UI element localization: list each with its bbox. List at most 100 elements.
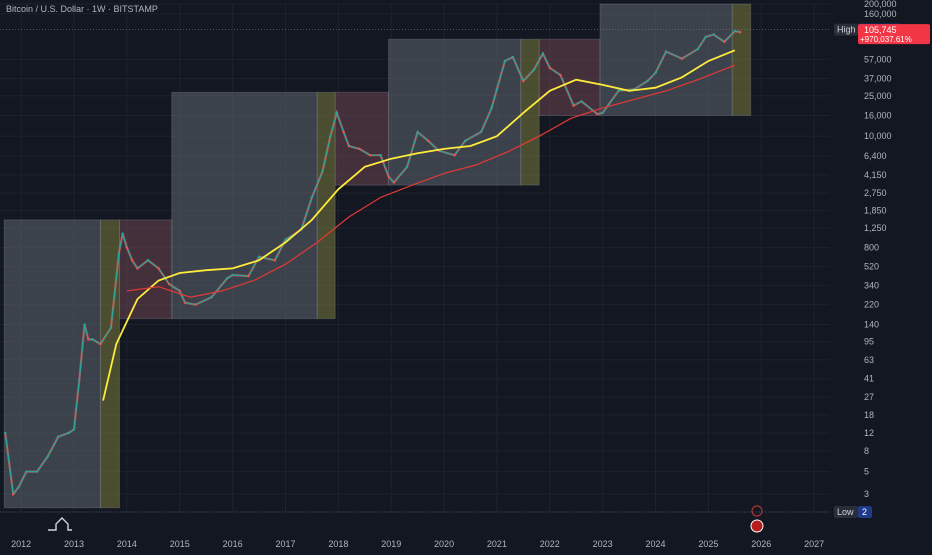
time-tick-label: 2019: [381, 539, 401, 549]
price-point: [495, 88, 499, 91]
price-point: [46, 455, 49, 458]
price-point: [503, 59, 507, 63]
time-tick-label: 2013: [64, 539, 84, 549]
price-tick-label: 1,850: [864, 206, 887, 216]
price-point: [17, 486, 20, 489]
cycle-box: [731, 3, 752, 116]
price-point: [99, 342, 102, 346]
price-point: [368, 153, 372, 157]
price-tick-label: 63: [864, 355, 874, 365]
price-point: [284, 238, 287, 241]
price-point: [379, 153, 382, 157]
time-tick-label: 2025: [698, 539, 718, 549]
price-point: [453, 153, 456, 157]
price-tick-label: 18: [864, 410, 874, 420]
price-point: [183, 301, 187, 304]
price-point: [35, 470, 39, 473]
time-tick-label: 2015: [170, 539, 190, 549]
time-tick-label: 2024: [646, 539, 666, 549]
event-marker-icon: [750, 505, 764, 533]
price-point: [194, 303, 197, 306]
cycle-boxes: [3, 3, 752, 509]
price-tick-label: 800: [864, 243, 879, 253]
price-point: [464, 139, 467, 143]
price-tick-label: 160,000: [864, 9, 897, 19]
price-point: [617, 89, 620, 92]
price-tick-label: 25,000: [864, 91, 892, 101]
price-point: [596, 112, 599, 116]
logo-shape: [48, 517, 72, 531]
price-tick-label: 8: [864, 446, 869, 456]
price-point: [387, 175, 390, 178]
cycle-box: [388, 38, 522, 186]
price-point: [427, 139, 430, 143]
price-point: [83, 323, 86, 326]
price-point: [654, 71, 657, 75]
price-tick-label: 520: [864, 262, 879, 272]
price-point: [247, 274, 250, 278]
price-point: [548, 66, 552, 70]
price-point: [310, 196, 314, 199]
price-point: [78, 378, 81, 382]
price-point: [121, 232, 124, 235]
price-point: [522, 79, 525, 83]
cycle-box: [171, 91, 318, 320]
price-tick-label: 41: [864, 374, 874, 384]
price-point: [532, 68, 536, 72]
price-point: [405, 165, 409, 168]
price-tick-label: 340: [864, 280, 879, 290]
time-tick-label: 2018: [328, 539, 348, 549]
price-point: [4, 431, 7, 435]
price-point: [87, 338, 90, 341]
price-point: [664, 50, 668, 53]
price-tick-label: 95: [864, 337, 874, 347]
time-tick-label: 2021: [487, 539, 507, 549]
time-tick-label: 2012: [11, 539, 31, 549]
price-point: [347, 144, 351, 148]
price-tick-label: 1,250: [864, 223, 887, 233]
price-point: [67, 431, 70, 435]
time-tick-label: 2014: [117, 539, 137, 549]
price-tick-label: 12: [864, 428, 874, 438]
price-point: [680, 57, 684, 60]
price-point: [12, 492, 15, 496]
price-point: [25, 470, 28, 473]
price-point: [723, 40, 726, 43]
time-tick-label: 2017: [275, 539, 295, 549]
cycle-box: [538, 38, 601, 116]
price-point: [257, 255, 261, 258]
price-tick-label: 37,000: [864, 73, 892, 83]
price-point: [56, 435, 60, 438]
price-point: [109, 326, 113, 330]
price-tick-label: 5: [864, 467, 869, 477]
time-axis: 2012 2013 2014 2015 2016 2017 2018 2019 2020 2021…: [11, 539, 824, 549]
price-point: [335, 111, 338, 114]
cycle-box: [99, 219, 120, 509]
time-tick-label: 2026: [751, 539, 771, 549]
price-tick-label: 27: [864, 392, 874, 402]
price-point: [696, 47, 700, 51]
price-point: [392, 181, 396, 184]
price-point: [511, 55, 515, 59]
high-label: High: [837, 25, 856, 35]
last-change: +970,037.61%: [860, 35, 912, 44]
price-point: [733, 29, 737, 33]
price-point: [226, 277, 229, 280]
low-value: 2: [862, 507, 867, 517]
price-axis-bg: [830, 0, 932, 550]
price-point: [358, 147, 361, 151]
price-tick-label: 10,000: [864, 131, 892, 141]
low-label-bg: [834, 506, 858, 518]
event-icon-dot: [750, 519, 764, 533]
price-tick-label: 200,000: [864, 0, 897, 9]
time-tick-label: 2022: [540, 539, 560, 549]
chart-title: Bitcoin / U.S. Dollar · 1W · BITSTAMP: [6, 4, 158, 14]
price-point: [72, 428, 76, 431]
price-point: [91, 338, 94, 341]
price-tick-label: 16,000: [864, 110, 892, 120]
price-point: [580, 100, 583, 103]
price-point: [479, 130, 483, 134]
